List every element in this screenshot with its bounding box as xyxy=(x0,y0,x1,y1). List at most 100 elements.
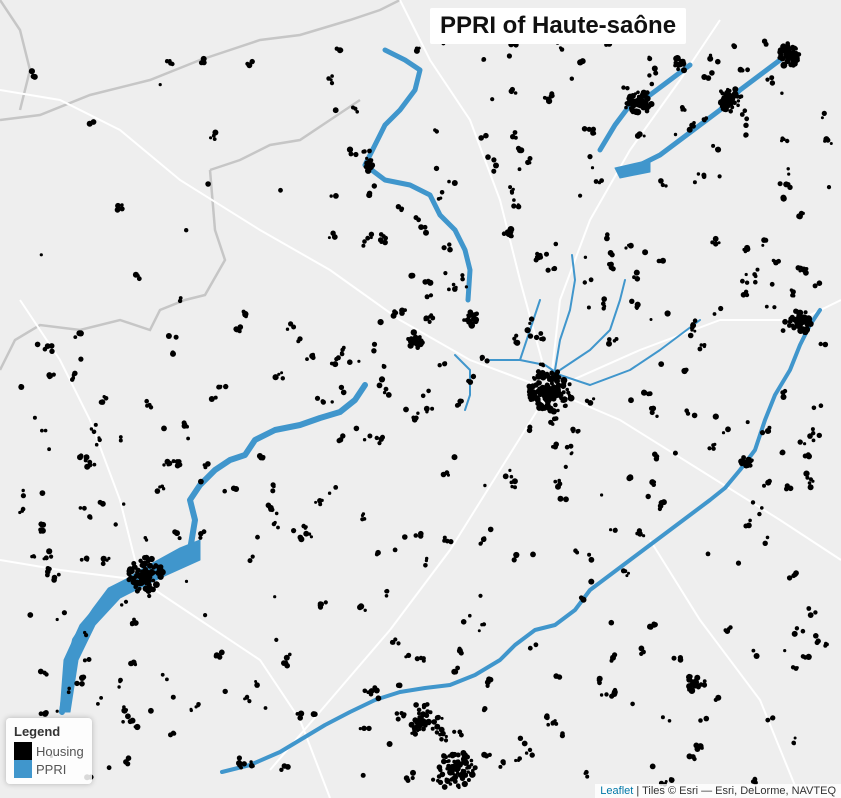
housing-dot xyxy=(630,108,636,115)
housing-dot xyxy=(607,262,612,267)
housing-dot xyxy=(570,451,574,455)
housing-dot xyxy=(138,579,145,586)
housing-dot xyxy=(534,395,540,400)
housing-dot xyxy=(20,506,26,512)
housing-dot xyxy=(461,780,468,788)
housing-dot xyxy=(456,402,462,407)
housing-dot xyxy=(413,215,419,221)
housing-dot xyxy=(96,702,100,706)
housing-dot xyxy=(148,707,154,714)
housing-dot xyxy=(547,388,553,394)
housing-dot xyxy=(526,383,532,389)
housing-dot xyxy=(177,536,182,541)
housing-dot xyxy=(625,86,630,91)
housing-dot xyxy=(480,536,487,543)
housing-dot xyxy=(515,204,522,210)
housing-dot xyxy=(173,334,179,340)
housing-dot xyxy=(527,156,533,161)
housing-dot xyxy=(811,431,816,436)
housing-dot xyxy=(800,628,806,634)
housing-dot xyxy=(418,720,424,725)
housing-dot xyxy=(338,384,345,391)
housing-dot xyxy=(31,554,36,558)
housing-dot xyxy=(647,391,653,397)
housing-dot xyxy=(153,563,158,569)
housing-dot xyxy=(114,207,121,213)
housing-dot xyxy=(170,694,176,700)
housing-dot xyxy=(327,236,331,240)
housing-dot xyxy=(514,758,518,763)
housing-dot xyxy=(113,522,118,527)
housing-dot xyxy=(649,318,653,321)
housing-dot xyxy=(309,535,313,539)
housing-dot xyxy=(672,450,678,456)
housing-dot xyxy=(485,154,491,160)
housing-dot xyxy=(361,243,366,248)
housing-dot xyxy=(442,535,447,540)
housing-dot xyxy=(362,517,367,521)
housing-dot xyxy=(487,676,494,683)
housing-dot xyxy=(551,416,557,422)
housing-dot xyxy=(28,68,35,75)
housing-dot xyxy=(636,90,640,95)
housing-dot xyxy=(516,758,521,763)
housing-dot xyxy=(92,462,97,467)
leaflet-link[interactable]: Leaflet xyxy=(600,785,634,797)
housing-dot xyxy=(132,271,139,278)
housing-dot xyxy=(223,383,229,390)
housing-dot xyxy=(784,483,790,489)
housing-dot xyxy=(703,715,710,722)
housing-dot xyxy=(740,292,747,298)
housing-dot xyxy=(126,568,133,574)
housing-dot xyxy=(438,726,445,733)
housing-dot xyxy=(564,444,570,450)
housing-dot xyxy=(434,723,441,730)
housing-dot xyxy=(396,641,401,646)
housing-dot xyxy=(693,329,697,333)
housing-dot xyxy=(582,280,587,285)
housing-dot xyxy=(168,59,172,63)
housing-dot xyxy=(780,328,786,333)
housing-dot xyxy=(333,485,339,490)
housing-dot xyxy=(551,445,555,449)
housing-dot xyxy=(487,526,494,533)
housing-dot xyxy=(451,668,458,675)
housing-dot xyxy=(143,536,148,540)
housing-dot xyxy=(794,626,800,631)
housing-dot xyxy=(444,777,449,782)
ppri-zones xyxy=(59,47,822,774)
housing-dot xyxy=(633,269,640,276)
housing-dot xyxy=(551,720,556,724)
housing-dot xyxy=(246,62,253,69)
housing-dot xyxy=(707,446,712,451)
housing-dot xyxy=(198,478,204,485)
housing-dot xyxy=(332,361,339,368)
housing-dot xyxy=(578,193,583,198)
housing-dot xyxy=(673,55,680,62)
housing-dot xyxy=(795,309,799,313)
housing-dot xyxy=(273,595,277,599)
housing-dot xyxy=(418,533,424,539)
housing-dot xyxy=(691,412,698,419)
housing-dot xyxy=(583,255,588,259)
housing-dot xyxy=(403,308,407,312)
housing-dot xyxy=(493,162,499,169)
housing-dot xyxy=(329,194,333,198)
housing-dot xyxy=(360,513,365,518)
housing-dot xyxy=(283,654,290,661)
housing-dot xyxy=(469,771,476,778)
housing-dot xyxy=(393,637,398,642)
housing-dot xyxy=(408,272,415,279)
housing-dot xyxy=(358,603,365,610)
housing-dot xyxy=(498,764,503,769)
housing-dot xyxy=(755,267,760,272)
housing-dot xyxy=(609,528,613,532)
housing-dot xyxy=(247,558,253,564)
housing-dot xyxy=(483,483,487,488)
legend-title: Legend xyxy=(14,724,61,739)
housing-dot xyxy=(664,310,671,317)
housing-dot xyxy=(657,503,664,509)
housing-dot xyxy=(20,493,26,499)
housing-dot xyxy=(151,578,156,583)
